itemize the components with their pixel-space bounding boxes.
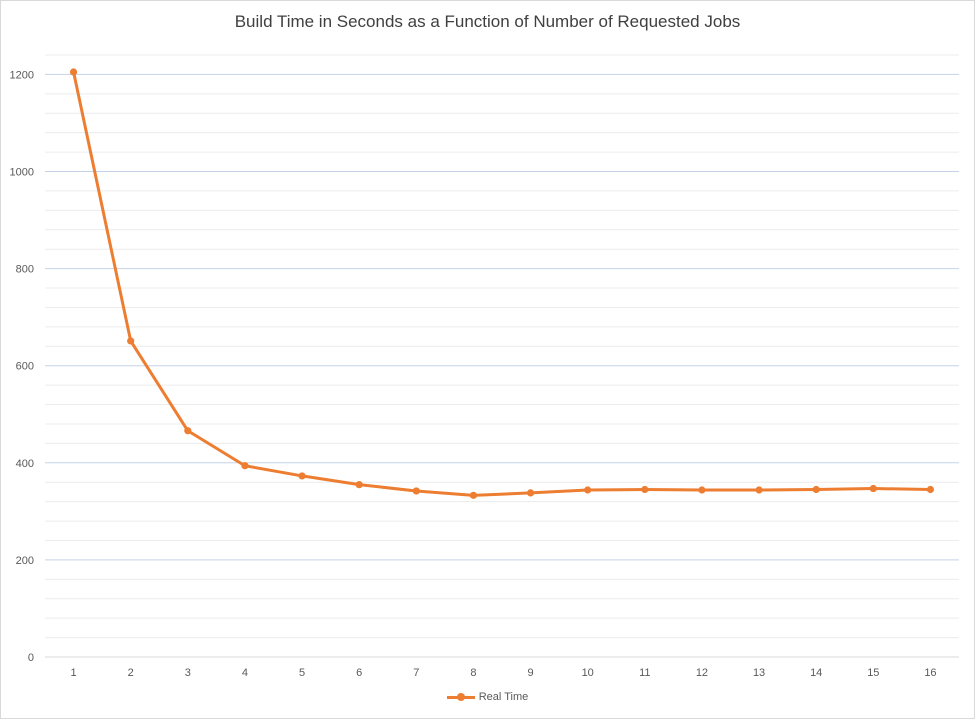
- x-tick-label: 7: [413, 667, 419, 679]
- x-tick-label: 6: [356, 667, 362, 679]
- y-axis-ticks: 0 200 400 600 800 1000 1200: [10, 69, 34, 664]
- data-point: [298, 472, 306, 480]
- y-tick-label: 800: [16, 264, 34, 276]
- x-tick-label: 3: [185, 667, 191, 679]
- y-tick-label: 0: [28, 652, 34, 664]
- x-tick-label: 9: [528, 667, 534, 679]
- data-point: [526, 489, 535, 497]
- x-axis-ticks: 1 2 3 4 5 6 7 8 9 10 11 12 13 14 15 16: [71, 667, 937, 679]
- chart-title: Build Time in Seconds as a Function of N…: [234, 12, 741, 31]
- data-point: [469, 491, 478, 499]
- y-tick-label: 400: [16, 458, 34, 470]
- x-tick-label: 10: [582, 667, 594, 679]
- legend-swatch: [446, 691, 475, 703]
- y-tick-label: 200: [16, 555, 34, 567]
- x-tick-label: 8: [470, 667, 476, 679]
- x-tick-label: 2: [128, 667, 134, 679]
- y-tick-label: 1200: [10, 69, 34, 81]
- x-tick-label: 1: [71, 667, 77, 679]
- y-tick-label: 1000: [10, 167, 34, 179]
- x-tick-label: 15: [867, 667, 879, 679]
- data-point: [184, 427, 192, 435]
- data-point: [641, 485, 649, 494]
- x-tick-label: 4: [242, 667, 248, 679]
- data-point: [812, 485, 820, 494]
- data-point: [127, 337, 135, 345]
- data-point: [584, 486, 592, 494]
- data-point: [241, 462, 249, 470]
- data-point: [926, 485, 935, 494]
- data-point: [412, 487, 420, 495]
- data-point: [698, 486, 706, 494]
- data-point: [355, 481, 363, 489]
- legend-label: Real Time: [478, 691, 529, 703]
- data-point: [69, 68, 78, 76]
- legend: Real Time: [1, 691, 974, 703]
- gridlines: [45, 54, 959, 658]
- data-point: [755, 486, 763, 494]
- x-tick-label: 16: [924, 667, 936, 679]
- x-tick-label: 11: [639, 667, 650, 679]
- x-tick-label: 14: [810, 667, 822, 679]
- data-point: [869, 484, 877, 493]
- x-tick-label: 13: [753, 667, 765, 679]
- series-layer: [69, 68, 935, 499]
- x-tick-label: 12: [696, 667, 708, 679]
- y-tick-label: 600: [16, 361, 34, 373]
- x-tick-label: 5: [299, 667, 305, 679]
- series-line: [72, 70, 932, 497]
